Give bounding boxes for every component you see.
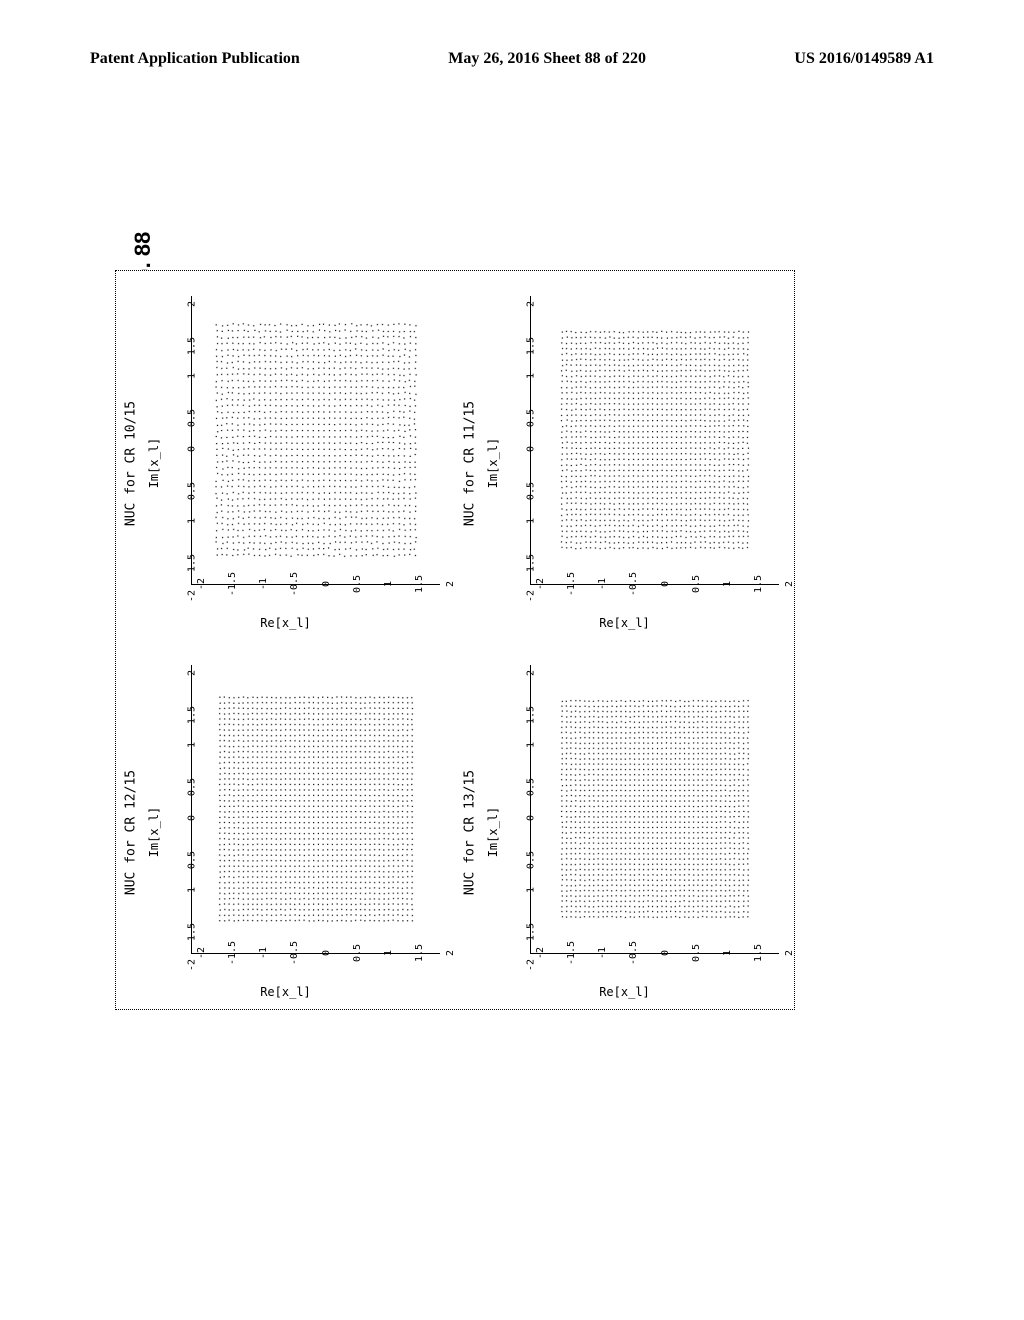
- ytick: 1.5: [187, 701, 198, 724]
- plot-ylabel: Im[x_l]: [486, 806, 500, 857]
- xtick: 1.5: [410, 575, 425, 593]
- xtick: 1: [718, 581, 733, 587]
- xtick: 1: [718, 950, 733, 956]
- xtick: 0.5: [348, 575, 363, 593]
- ytick: 0: [187, 810, 198, 821]
- ytick: 1: [187, 368, 198, 379]
- plot-title: NUC for CR 11/15: [463, 400, 478, 525]
- constellation-canvas: [192, 296, 440, 584]
- xtick: 0: [317, 581, 332, 587]
- xtick: -0.5: [624, 572, 639, 596]
- xtick: 0.5: [687, 944, 702, 962]
- plot-cell-1: NUC for CR 11/15 Im[x_l] -2-1.5-1-0.500.…: [455, 271, 794, 640]
- xtick: -1: [593, 578, 608, 590]
- plot-area-0: -2-1.5-1-0.500.511.52-2-1.5-1-0.500.511.…: [191, 296, 440, 585]
- plot-area-2: -2-1.5-1-0.500.511.52-2-1.5-1-0.500.511.…: [191, 665, 440, 954]
- header-left: Patent Application Publication: [90, 50, 300, 68]
- header-right: US 2016/0149589 A1: [794, 50, 934, 68]
- header-center: May 26, 2016 Sheet 88 of 220: [448, 50, 646, 68]
- constellation-canvas: [192, 665, 440, 953]
- xtick: 1.5: [410, 944, 425, 962]
- ytick: -1.5: [187, 549, 198, 578]
- ytick: -1: [526, 882, 537, 899]
- xtick: -1.5: [223, 941, 238, 965]
- xtick: 1: [379, 581, 394, 587]
- ytick: 2: [526, 296, 537, 307]
- figure-container: NUC for CR 10/15 Im[x_l] -2-1.5-1-0.500.…: [115, 270, 795, 1010]
- plot-title: NUC for CR 13/15: [463, 769, 478, 894]
- xtick: -1: [593, 947, 608, 959]
- page-header: Patent Application Publication May 26, 2…: [0, 50, 1024, 68]
- plot-ylabel: Im[x_l]: [486, 437, 500, 488]
- plot-area-3: -2-1.5-1-0.500.511.52-2-1.5-1-0.500.511.…: [530, 665, 779, 954]
- ytick: -0.5: [187, 846, 198, 875]
- xtick: 0.5: [687, 575, 702, 593]
- ytick: 0: [187, 441, 198, 452]
- xtick: -1: [254, 578, 269, 590]
- ytick: 0.5: [526, 773, 537, 796]
- xtick: -0.5: [285, 941, 300, 965]
- xtick: -1.5: [562, 941, 577, 965]
- xtick: 1: [379, 950, 394, 956]
- ytick: 0.5: [187, 404, 198, 427]
- xtick: -2: [192, 578, 207, 590]
- xtick: 1.5: [749, 944, 764, 962]
- plot-title: NUC for CR 12/15: [124, 769, 139, 894]
- plot-xlabel: Re[x_l]: [599, 985, 650, 999]
- xtick: 0.5: [348, 944, 363, 962]
- xtick: 2: [780, 581, 795, 587]
- ytick: 1: [526, 368, 537, 379]
- ytick: -1.5: [526, 549, 537, 578]
- ytick: -1: [187, 882, 198, 899]
- ytick: 2: [187, 296, 198, 307]
- ytick: 1.5: [187, 332, 198, 355]
- ytick: 2: [187, 665, 198, 676]
- constellation-canvas: [531, 665, 779, 953]
- plot-xlabel: Re[x_l]: [260, 616, 311, 630]
- ytick: 0: [526, 810, 537, 821]
- ytick: -1.5: [526, 918, 537, 947]
- xtick: 0: [317, 950, 332, 956]
- ytick: 1: [187, 737, 198, 748]
- xtick: 2: [780, 950, 795, 956]
- constellation-canvas: [531, 296, 779, 584]
- ytick: -0.5: [526, 846, 537, 875]
- plot-cell-2: NUC for CR 12/15 Im[x_l] -2-1.5-1-0.500.…: [116, 640, 455, 1009]
- ytick: -0.5: [187, 477, 198, 506]
- ytick: 1.5: [526, 332, 537, 355]
- xtick: -2: [531, 947, 546, 959]
- xtick: -2: [192, 947, 207, 959]
- xtick: -1: [254, 947, 269, 959]
- plot-grid: NUC for CR 10/15 Im[x_l] -2-1.5-1-0.500.…: [116, 271, 794, 1009]
- xtick: -2: [531, 578, 546, 590]
- plot-ylabel: Im[x_l]: [147, 806, 161, 857]
- xtick: 0: [656, 581, 671, 587]
- ytick: -1.5: [187, 918, 198, 947]
- ytick: -1: [526, 513, 537, 530]
- xtick: 2: [441, 581, 456, 587]
- xtick: 2: [441, 950, 456, 956]
- plot-area-1: -2-1.5-1-0.500.511.52-2-1.5-1-0.500.511.…: [530, 296, 779, 585]
- ytick: 1.5: [526, 701, 537, 724]
- ytick: 1: [526, 737, 537, 748]
- ytick: 0.5: [187, 773, 198, 796]
- plot-cell-3: NUC for CR 13/15 Im[x_l] -2-1.5-1-0.500.…: [455, 640, 794, 1009]
- ytick: 2: [526, 665, 537, 676]
- xtick: 1.5: [749, 575, 764, 593]
- plot-ylabel: Im[x_l]: [147, 437, 161, 488]
- xtick: -1.5: [562, 572, 577, 596]
- xtick: 0: [656, 950, 671, 956]
- plot-xlabel: Re[x_l]: [260, 985, 311, 999]
- plot-xlabel: Re[x_l]: [599, 616, 650, 630]
- plot-title: NUC for CR 10/15: [124, 400, 139, 525]
- xtick: -1.5: [223, 572, 238, 596]
- ytick: 0.5: [526, 404, 537, 427]
- plot-cell-0: NUC for CR 10/15 Im[x_l] -2-1.5-1-0.500.…: [116, 271, 455, 640]
- ytick: 0: [526, 441, 537, 452]
- ytick: -1: [187, 513, 198, 530]
- xtick: -0.5: [624, 941, 639, 965]
- xtick: -0.5: [285, 572, 300, 596]
- ytick: -0.5: [526, 477, 537, 506]
